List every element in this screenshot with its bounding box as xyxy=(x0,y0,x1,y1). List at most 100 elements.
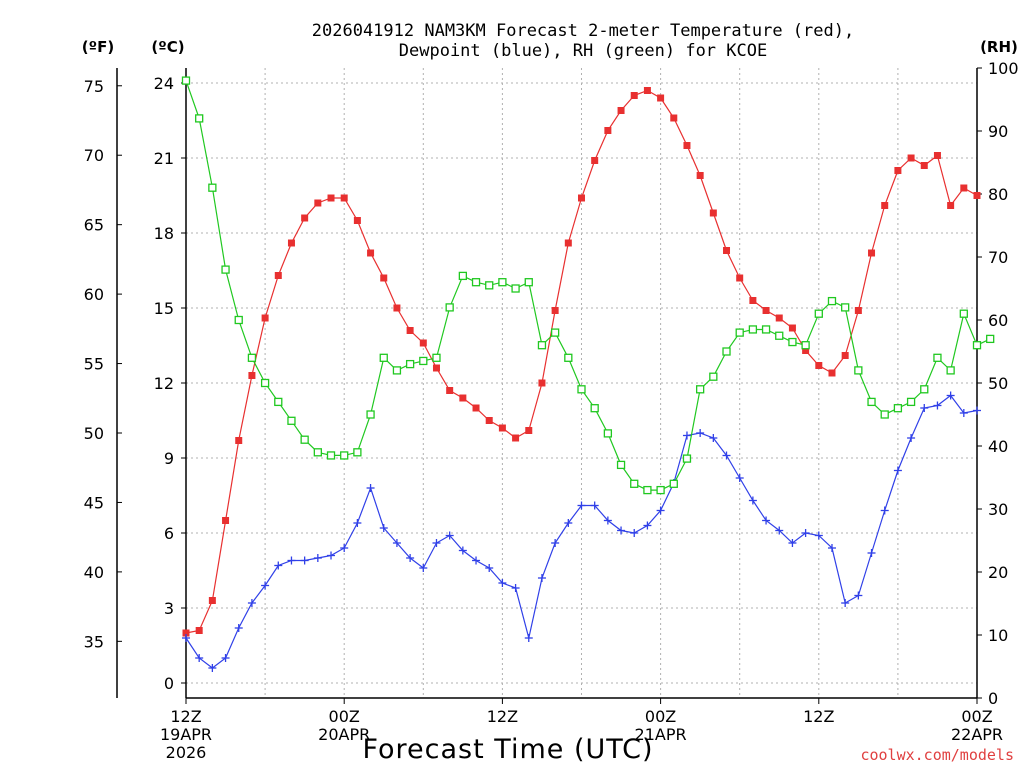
temperature-point xyxy=(617,107,625,114)
temperature-point xyxy=(630,92,638,99)
temperature-point xyxy=(815,362,823,369)
rh-point xyxy=(432,353,441,362)
fahrenheit-tick-label: 50 xyxy=(84,424,104,443)
rh-point xyxy=(234,315,243,325)
temperature-point xyxy=(472,404,480,412)
rh-unit-label: (RH) xyxy=(980,38,1018,56)
series-line xyxy=(185,80,991,491)
series-temperature xyxy=(182,87,981,637)
dewpoint-point xyxy=(195,654,204,662)
credit-text: coolwx.com/models xyxy=(860,746,1014,764)
celsius-unit-label: (ºC) xyxy=(151,38,184,56)
rh-point xyxy=(247,353,257,362)
temperature-point xyxy=(881,202,889,209)
dewpoint-point xyxy=(392,539,401,547)
temperature-point xyxy=(222,517,230,524)
dewpoint-point xyxy=(854,591,863,600)
dewpoint-point xyxy=(933,401,942,410)
rh-point xyxy=(313,448,322,457)
rh-point xyxy=(485,281,494,290)
rh-point xyxy=(471,278,481,287)
rh-point xyxy=(630,479,639,488)
dewpoint-point xyxy=(300,556,309,565)
rh-point xyxy=(827,296,837,306)
rh-point xyxy=(577,385,586,394)
dewpoint-point xyxy=(247,599,256,607)
fahrenheit-unit-label: (ºF) xyxy=(82,38,114,56)
rh-point xyxy=(656,485,665,495)
fahrenheit-tick-label: 45 xyxy=(84,493,104,512)
dewpoint-point xyxy=(643,521,652,530)
temperature-point xyxy=(406,327,414,334)
rh-tick-label: 100 xyxy=(988,59,1019,78)
temperature-point xyxy=(314,199,322,207)
temperature-point xyxy=(485,417,493,424)
series-line xyxy=(185,89,978,634)
rh-point xyxy=(353,448,362,457)
temperature-point xyxy=(195,627,203,634)
temperature-point xyxy=(564,239,572,247)
chart-title-line-1: 2026041912 NAM3KM Forecast 2-meter Tempe… xyxy=(312,21,854,41)
rh-point xyxy=(366,410,375,419)
rh-point xyxy=(748,325,758,334)
dewpoint-point xyxy=(788,539,797,547)
temperature-point xyxy=(393,304,401,312)
fahrenheit-tick-label: 65 xyxy=(84,216,104,235)
rh-point xyxy=(775,331,784,340)
series-layer xyxy=(181,76,995,672)
chart-title-line-2: Dewpoint (blue), RH (green) for KCOE xyxy=(399,41,767,61)
rh-point xyxy=(392,366,402,375)
fahrenheit-tick-label: 40 xyxy=(84,563,104,582)
fahrenheit-tick-label: 55 xyxy=(84,355,104,374)
dewpoint-point xyxy=(353,519,362,527)
dewpoint-point xyxy=(458,546,467,555)
dewpoint-point xyxy=(287,556,296,565)
rh-tick-label: 30 xyxy=(988,500,1008,519)
rh-point xyxy=(669,479,678,488)
temperature-point xyxy=(907,154,915,162)
temperature-point xyxy=(775,314,783,322)
rh-point xyxy=(274,397,283,407)
rh-point xyxy=(854,366,863,375)
temperature-point xyxy=(973,192,981,199)
rh-point xyxy=(788,337,797,347)
rh-tick-label: 60 xyxy=(988,311,1008,330)
dewpoint-point xyxy=(498,579,507,587)
rh-tick-label: 20 xyxy=(988,563,1008,582)
rh-point xyxy=(221,265,230,274)
temperature-point xyxy=(327,194,335,202)
dewpoint-point xyxy=(973,406,981,415)
temperature-point xyxy=(683,142,691,149)
temperature-point xyxy=(301,214,309,222)
celsius-tick-label: 9 xyxy=(164,449,174,468)
temperature-point xyxy=(788,324,796,332)
rh-point xyxy=(195,114,204,123)
temperature-point xyxy=(894,167,902,174)
temperature-point xyxy=(947,202,955,209)
dewpoint-point xyxy=(366,484,375,492)
fahrenheit-tick-label: 60 xyxy=(84,285,104,304)
rh-point xyxy=(260,378,270,388)
grid-lines xyxy=(186,68,977,698)
dewpoint-point xyxy=(340,544,349,552)
rh-point xyxy=(379,353,388,362)
temperature-point xyxy=(933,152,941,159)
temperature-point xyxy=(274,272,282,279)
dewpoint-point xyxy=(603,516,612,525)
dewpoint-point xyxy=(722,451,731,460)
rh-point xyxy=(326,451,336,460)
dewpoint-point xyxy=(564,519,573,527)
temperature-point xyxy=(670,114,678,122)
rh-tick-label: 0 xyxy=(988,689,998,708)
fahrenheit-tick-label: 75 xyxy=(84,77,104,96)
celsius-tick-label: 15 xyxy=(154,299,174,318)
dewpoint-point xyxy=(472,556,481,565)
rh-point xyxy=(709,372,718,381)
rh-point xyxy=(458,271,468,281)
temperature-point xyxy=(591,157,599,164)
time-tick-label: 19APR xyxy=(160,725,212,744)
temperature-point xyxy=(248,372,256,379)
temperature-point xyxy=(723,247,731,254)
dewpoint-point xyxy=(748,496,757,505)
